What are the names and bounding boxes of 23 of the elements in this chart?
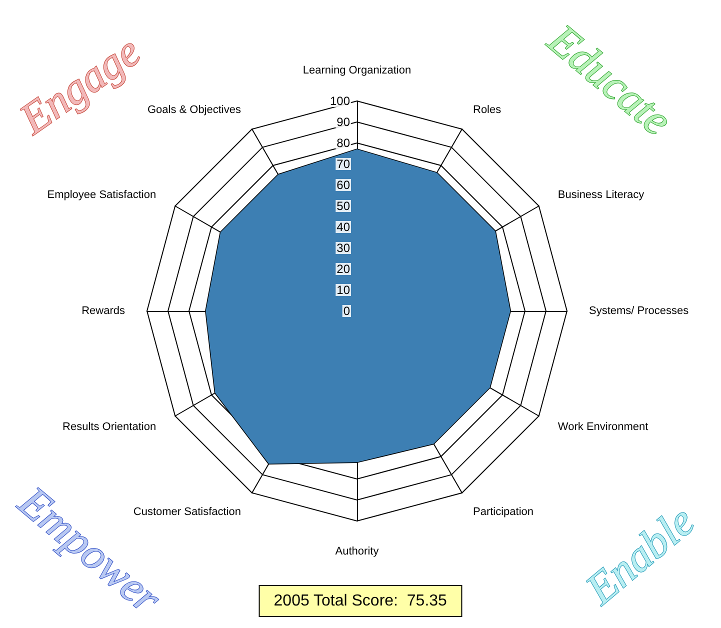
spoke-label: Business Literacy bbox=[558, 189, 645, 201]
spoke-label: Results Orientation bbox=[62, 421, 156, 433]
spoke-label: Employee Satisfaction bbox=[47, 189, 156, 201]
spoke-label: Systems/ Processes bbox=[589, 305, 690, 317]
y-tick-label: 70 bbox=[336, 157, 350, 171]
spoke-label: Roles bbox=[473, 104, 502, 116]
y-tick-label: 40 bbox=[336, 220, 350, 234]
y-tick-label: 0 bbox=[343, 304, 350, 318]
y-tick-label: 30 bbox=[336, 241, 350, 255]
y-tick-label: 50 bbox=[336, 199, 350, 213]
y-tick-label: 100 bbox=[330, 94, 350, 108]
spoke-label: Learning Organization bbox=[302, 64, 412, 76]
spoke-label: Rewards bbox=[82, 305, 126, 317]
y-tick-label: 90 bbox=[336, 115, 350, 129]
spoke-label: Authority bbox=[335, 546, 380, 558]
spoke-label: Goals & Objectives bbox=[147, 104, 242, 116]
spoke-label: Work Environment bbox=[558, 421, 648, 433]
y-tick-label: 60 bbox=[336, 178, 350, 192]
y-tick-label: 20 bbox=[336, 262, 350, 276]
text: 2005 Total Score: 75.35 bbox=[274, 592, 448, 610]
y-tick-label: 80 bbox=[336, 136, 350, 150]
spoke-label: Participation bbox=[473, 506, 534, 518]
y-tick-label: 10 bbox=[336, 283, 350, 297]
